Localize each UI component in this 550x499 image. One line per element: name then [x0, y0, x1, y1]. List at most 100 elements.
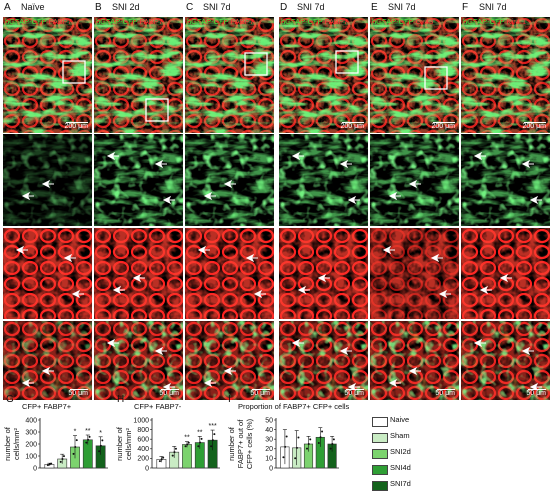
data-point — [85, 441, 88, 444]
micrograph-d-row1: hGFAP-CFP FABP7 200 μm — [279, 17, 368, 133]
data-point — [187, 441, 190, 444]
legend-swatch — [372, 417, 388, 427]
panel-letter-f: F — [462, 2, 469, 13]
data-point — [309, 438, 312, 441]
micrograph-f-row2 — [461, 134, 550, 226]
significance-label: ** — [85, 428, 91, 435]
micrograph-d-row2 — [279, 134, 368, 226]
channel-red-label: FABP7 — [324, 17, 348, 26]
data-point — [294, 457, 297, 460]
data-point — [199, 441, 202, 444]
scale-bar-label: 200 μm — [522, 123, 547, 130]
y-tick-label: 40 — [265, 427, 273, 434]
y-axis-label: CFP+ cells (%) — [245, 418, 254, 469]
arrow-marker-icon — [291, 151, 304, 161]
channel-label-c: hGFAP-CFP FABP7 — [187, 17, 254, 26]
data-point — [307, 443, 310, 445]
scale-bar: 50 μm — [68, 388, 88, 397]
arrow-marker-icon — [71, 289, 84, 299]
chart-title: CFP+ FABP7- — [134, 402, 182, 411]
significance-label: ** — [184, 435, 190, 442]
data-point — [162, 456, 165, 459]
y-tick-label: 400 — [137, 446, 149, 453]
arrow-marker-icon — [473, 338, 486, 348]
scale-bar: 50 μm — [526, 388, 546, 397]
data-point — [75, 439, 78, 442]
scale-bar: 50 μm — [435, 388, 455, 397]
inset-box-b — [145, 98, 169, 122]
data-point — [211, 439, 214, 442]
chart-title: CFP+ FABP7+ — [22, 402, 72, 411]
data-point — [101, 439, 104, 442]
channel-green-label: hGFAP-CFP — [281, 17, 325, 26]
micrograph-b-row4: 50 μm — [94, 321, 183, 400]
micrograph-a-row4: 50 μm — [3, 321, 92, 400]
channel-label-e: hGFAP-CFP Cx43 — [372, 17, 433, 26]
channel-red-label: Cx43 — [415, 17, 434, 26]
channel-red-label: FABP7 — [230, 17, 254, 26]
y-tick-label: 10 — [265, 456, 273, 463]
scale-bar-label: 200 μm — [431, 123, 456, 130]
arrow-marker-icon — [253, 289, 266, 299]
data-point — [72, 452, 75, 455]
arrow-marker-icon — [430, 253, 443, 263]
scale-bar-label: 200 μm — [340, 123, 365, 130]
arrow-marker-icon — [408, 179, 421, 189]
data-point — [282, 456, 285, 459]
arrow-marker-icon — [106, 338, 119, 348]
scale-bar-label: 50 μm — [526, 390, 546, 397]
data-point — [319, 436, 322, 439]
panel-letter-b: B — [95, 2, 102, 13]
scale-bar: 200 μm — [65, 121, 88, 130]
micrograph-c-row1: hGFAP-CFP FABP7 — [185, 17, 274, 133]
y-tick-label: 600 — [137, 437, 149, 444]
channel-red-label: Kir4.1 — [506, 17, 527, 26]
significance-label: * — [99, 430, 102, 437]
micrograph-d-row3 — [279, 228, 368, 319]
scale-bar-label: 50 μm — [159, 390, 179, 397]
channel-green-label: hGFAP-CFP — [5, 17, 49, 26]
scale-bar: 50 μm — [250, 388, 270, 397]
chart-legend: Naive Sham SNI2d SNI4d SNI7d — [372, 415, 452, 496]
chart-i: Proportion of FABP7+ CFP+ cells number of… — [227, 402, 350, 472]
y-tick-label: 200 — [25, 441, 37, 448]
micrograph-c-row4: 50 μm — [185, 321, 274, 400]
data-point — [74, 446, 77, 448]
y-tick-label: 400 — [25, 417, 37, 424]
data-point — [285, 435, 288, 438]
arrow-marker-icon — [479, 285, 492, 295]
scale-bar: 50 μm — [344, 388, 364, 397]
data-point — [174, 447, 177, 450]
arrow-marker-icon — [521, 346, 534, 356]
arrow-marker-icon — [112, 285, 125, 295]
arrow-marker-icon — [473, 151, 486, 161]
inset-box-e — [424, 66, 448, 90]
legend-swatch — [372, 433, 388, 443]
significance-label: *** — [209, 423, 217, 430]
panel-letter-c: C — [186, 2, 194, 13]
micrograph-a-row2 — [3, 134, 92, 226]
significance-label: * — [74, 429, 77, 436]
y-tick-label: 30 — [265, 437, 273, 444]
scale-bar-label: 50 μm — [250, 390, 270, 397]
scale-bar: 200 μm — [522, 121, 547, 130]
arrow-marker-icon — [529, 195, 542, 205]
channel-green-label: hGFAP-CFP — [372, 17, 416, 26]
data-point — [99, 444, 102, 447]
chart-title: Proportion of FABP7+ CFP+ cells — [238, 402, 350, 411]
column-title-e: SNI 7d — [388, 2, 416, 12]
data-point — [171, 454, 174, 457]
data-point — [197, 445, 200, 448]
data-point — [297, 436, 300, 439]
y-tick-label: 50 — [265, 417, 273, 424]
arrow-marker-icon — [41, 366, 54, 376]
y-axis-label: number of — [227, 426, 236, 461]
y-tick-label: 100 — [25, 453, 37, 460]
micrograph-f-row3 — [461, 228, 550, 319]
y-tick-label: 0 — [269, 465, 273, 472]
chart-g: CFP+ FABP7+ number of cells/mm² 0 100 200 300 4… — [3, 402, 108, 472]
micrograph-e-row2 — [370, 134, 459, 226]
panel-label-g: G — [6, 394, 14, 405]
arrow-marker-icon — [203, 378, 216, 388]
micrograph-f-row4: 50 μm — [461, 321, 550, 400]
